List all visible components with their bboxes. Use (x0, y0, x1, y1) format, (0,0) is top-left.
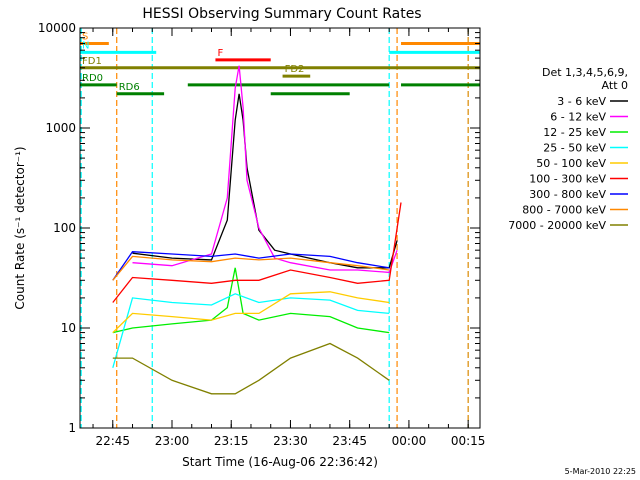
y-tick-label: 10 (61, 321, 76, 335)
x-tick-label: 00:15 (451, 434, 486, 448)
legend-header-line: Att 0 (602, 79, 628, 92)
flag-label: RD6 (119, 82, 140, 93)
legend-entry-label: 300 - 800 keV (529, 188, 606, 201)
footer-date: 5-Mar-2010 22:25 (565, 467, 636, 476)
flag-label: FD2 (285, 64, 305, 75)
legend-entry-label: 50 - 100 keV (536, 157, 606, 170)
series-line (112, 255, 390, 281)
y-tick-label: 1000 (45, 121, 76, 135)
flag-bars: SN F FD1 FD2 RD0 RD6 (80, 31, 480, 96)
legend-entry-label: 800 - 7000 keV (522, 204, 606, 217)
legend-header-line: Det 1,3,4,5,6,9, (542, 66, 628, 79)
x-tick-label: 00:00 (392, 434, 427, 448)
x-tick-label: 23:45 (332, 434, 367, 448)
series-line (112, 267, 390, 334)
y-axis-label: Count Rate (s⁻¹ detector⁻¹) (13, 146, 27, 309)
flag-label: N (82, 40, 89, 51)
legend-entry-label: 25 - 50 keV (543, 142, 606, 155)
x-tick-label: 23:30 (273, 434, 308, 448)
y-tick-label: 100 (53, 221, 76, 235)
legend: Det 1,3,4,5,6,9,Att 0 3 - 6 keV 6 - 12 keV… (508, 66, 628, 232)
series-line (132, 65, 398, 274)
series-line (112, 202, 402, 303)
x-tick-label: 23:00 (155, 434, 190, 448)
flag-label: F (217, 48, 223, 59)
legend-entry-label: 7000 - 20000 keV (508, 219, 606, 232)
chart-title: HESSI Observing Summary Count Rates (142, 6, 421, 22)
flag-label: S (82, 31, 88, 42)
legend-entry-label: 100 - 300 keV (529, 173, 606, 186)
legend-entry-label: 6 - 12 keV (550, 111, 606, 124)
series-line (112, 251, 390, 281)
plot-frame (79, 27, 481, 429)
legend-entry-label: 12 - 25 keV (543, 126, 606, 139)
legend-entry-label: 3 - 6 keV (557, 95, 606, 108)
flag-label: FD1 (82, 56, 102, 67)
series-lines (112, 65, 402, 395)
y-tick-label: 10000 (38, 21, 76, 35)
series-line (112, 342, 390, 395)
y-tick-label: 1 (68, 421, 76, 435)
x-axis-label: Start Time (16-Aug-06 22:36:42) (182, 455, 378, 469)
axes: 22:45 23:00 23:15 23:30 23:45 00:00 00:15 1 10 10… (38, 21, 486, 448)
x-tick-label: 22:45 (95, 434, 130, 448)
x-tick-label: 23:15 (214, 434, 249, 448)
series-line (112, 293, 390, 368)
series-line (112, 291, 390, 334)
series-line (132, 93, 398, 269)
flag-label: RD0 (82, 73, 103, 84)
